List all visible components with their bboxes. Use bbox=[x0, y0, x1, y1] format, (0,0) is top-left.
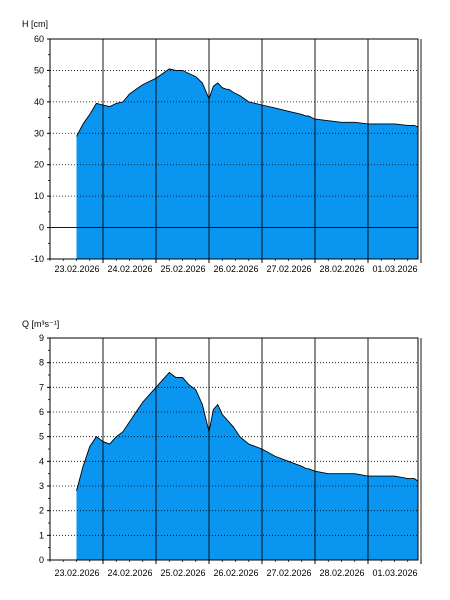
y-tick-label: 0 bbox=[39, 223, 44, 233]
y-tick-label: 30 bbox=[34, 128, 44, 138]
y-tick-label: 3 bbox=[39, 481, 44, 491]
x-tick-label: 28.02.2026 bbox=[319, 568, 364, 578]
y-tick-label: 40 bbox=[34, 97, 44, 107]
y-tick-label: 9 bbox=[39, 333, 44, 343]
y-tick-label: 20 bbox=[34, 160, 44, 170]
x-tick-label: 27.02.2026 bbox=[266, 264, 311, 274]
y-tick-label: 4 bbox=[39, 456, 44, 466]
y-tick-label: 2 bbox=[39, 506, 44, 516]
x-tick-label: 26.02.2026 bbox=[213, 568, 258, 578]
x-tick-label: 28.02.2026 bbox=[319, 264, 364, 274]
chart-panel-1: -10 0 10 20 30 40 50 60 23.02.2026 24.02.2026 25.0… bbox=[22, 19, 422, 274]
x-tick-label: 24.02.2026 bbox=[107, 568, 152, 578]
x-tick-label: 23.02.2026 bbox=[54, 568, 99, 578]
y-tick-label: 6 bbox=[39, 407, 44, 417]
y-tick-label: 10 bbox=[34, 191, 44, 201]
x-tick-label: 23.02.2026 bbox=[54, 264, 99, 274]
chart-panel-2: 0 1 2 3 4 5 6 7 8 9 23.02.2026 24.02.2026 25.02.2026… bbox=[22, 319, 422, 578]
x-tick-label: 26.02.2026 bbox=[213, 264, 258, 274]
x-tick-label: 27.02.2026 bbox=[266, 568, 311, 578]
y-tick-label: 1 bbox=[39, 530, 44, 540]
x-tick-label: 24.02.2026 bbox=[107, 264, 152, 274]
x-tick-label: 01.03.2026 bbox=[372, 264, 417, 274]
y-tick-label: 5 bbox=[39, 432, 44, 442]
y-tick-label: 50 bbox=[34, 65, 44, 75]
x-tick-label: 25.02.2026 bbox=[160, 568, 205, 578]
series-line bbox=[76, 371, 419, 499]
y-tick-label: -10 bbox=[31, 254, 44, 264]
x-tick-label: 01.03.2026 bbox=[372, 568, 417, 578]
y-tick-label: 8 bbox=[39, 358, 44, 368]
y-tick-label: 7 bbox=[39, 382, 44, 392]
series-line bbox=[76, 68, 419, 138]
y-tick-label: 60 bbox=[34, 34, 44, 44]
y-axis-label: Q [m³s⁻¹] bbox=[22, 319, 59, 329]
series-area bbox=[76, 68, 418, 260]
x-tick-label: 25.02.2026 bbox=[160, 264, 205, 274]
plot-border bbox=[49, 337, 419, 561]
plot-border bbox=[49, 38, 419, 260]
y-axis-label: H [cm] bbox=[22, 19, 48, 29]
series-area bbox=[76, 372, 418, 560]
y-tick-label: 0 bbox=[39, 555, 44, 565]
